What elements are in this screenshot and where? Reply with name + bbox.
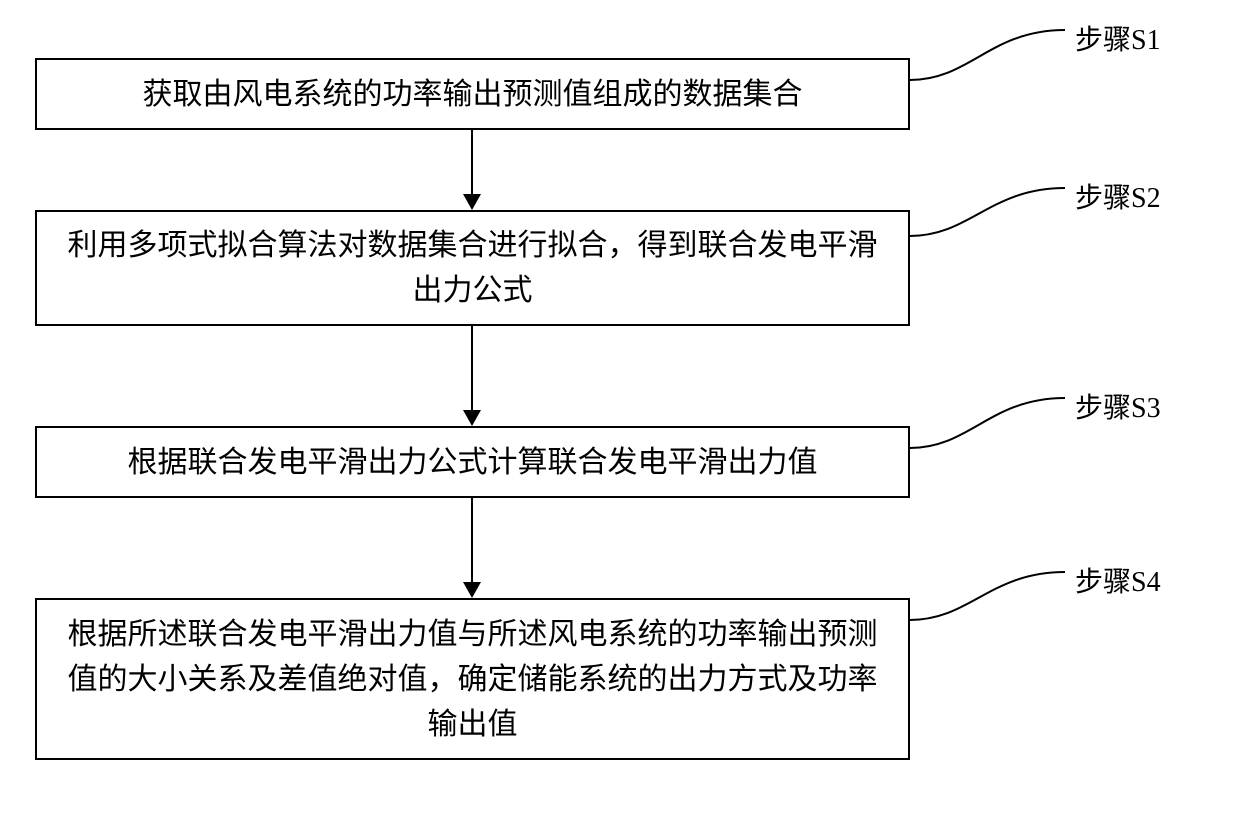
connector-s2 [910, 178, 1075, 258]
arrow-line-3 [471, 498, 473, 582]
step-text-s1: 获取由风电系统的功率输出预测值组成的数据集合 [143, 72, 803, 117]
step-text-s4: 根据所述联合发电平滑出力值与所述风电系统的功率输出预测值的大小关系及差值绝对值，… [57, 612, 888, 747]
step-text-s3: 根据联合发电平滑出力公式计算联合发电平滑出力值 [128, 440, 818, 485]
step-box-s1: 获取由风电系统的功率输出预测值组成的数据集合 [35, 58, 910, 130]
arrow-head-3 [463, 582, 481, 598]
step-box-s3: 根据联合发电平滑出力公式计算联合发电平滑出力值 [35, 426, 910, 498]
step-text-s2: 利用多项式拟合算法对数据集合进行拟合，得到联合发电平滑出力公式 [57, 223, 888, 313]
arrow-line-1 [471, 130, 473, 194]
step-box-s4: 根据所述联合发电平滑出力值与所述风电系统的功率输出预测值的大小关系及差值绝对值，… [35, 598, 910, 760]
step-label-s3: 步骤S3 [1075, 386, 1161, 426]
flowchart-canvas: 获取由风电系统的功率输出预测值组成的数据集合 步骤S1 利用多项式拟合算法对数据… [0, 0, 1240, 815]
step-box-s2: 利用多项式拟合算法对数据集合进行拟合，得到联合发电平滑出力公式 [35, 210, 910, 326]
arrow-line-2 [471, 326, 473, 410]
connector-s3 [910, 388, 1075, 468]
step-label-s2: 步骤S2 [1075, 176, 1161, 216]
connector-s1 [910, 18, 1075, 98]
step-label-s4: 步骤S4 [1075, 560, 1161, 600]
arrow-head-1 [463, 194, 481, 210]
arrow-head-2 [463, 410, 481, 426]
step-label-s1: 步骤S1 [1075, 18, 1161, 58]
connector-s4 [910, 562, 1075, 642]
